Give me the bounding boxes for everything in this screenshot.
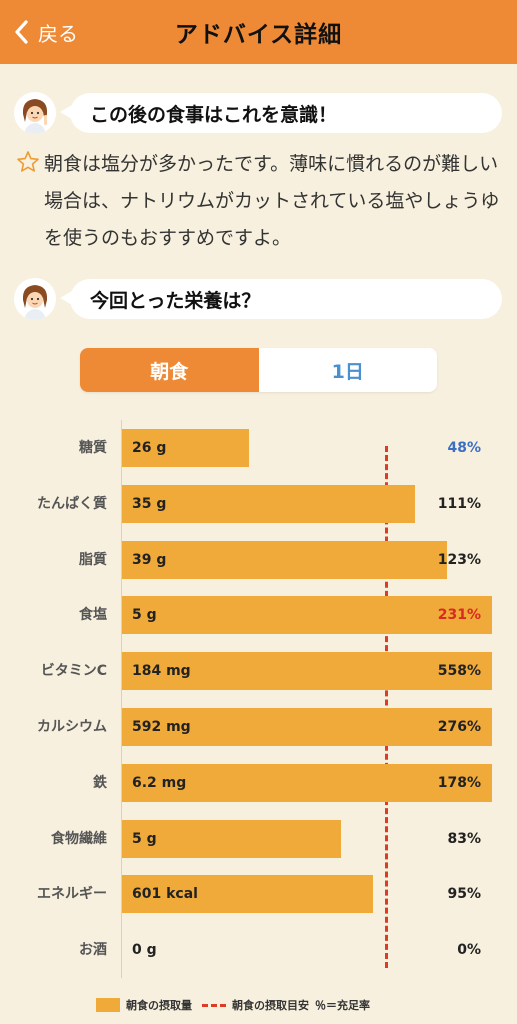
intake-bar: [122, 652, 492, 691]
intake-value: 39 g: [132, 551, 167, 568]
nutrient-label: カルシウム: [37, 719, 107, 735]
advisor-avatar: [14, 92, 56, 134]
intake-value: 26 g: [132, 440, 167, 456]
intake-value: 0 g: [132, 942, 157, 959]
tab-breakfast[interactable]: 朝食: [80, 348, 259, 392]
nutrient-label: ビタミンC: [40, 663, 107, 680]
intake-value: 592 mg: [132, 719, 191, 735]
advice-block: 朝食は塩分が多かったです。薄味に慣れるのが難しい場合は、ナトリウムがカットされて…: [16, 146, 506, 257]
fulfillment-percent: 558%: [437, 663, 481, 680]
app-header: 戻る アドバイス詳細: [0, 0, 517, 64]
page-title: アドバイス詳細: [174, 22, 343, 48]
fulfillment-percent: 83%: [447, 830, 481, 847]
chart-row: 脂質 39 g 123%: [0, 540, 517, 579]
intake-value: 5 g: [132, 607, 157, 624]
chart-legend: 朝食の摂取量 朝食の摂取目安 ％＝充足率: [96, 996, 370, 1014]
target-line: [385, 446, 388, 968]
nutrition-bar-chart: 糖質 26 g 48% たんぱく質 35 g 111% 脂質 39 g 123% 食塩 5 g 231…: [0, 420, 517, 980]
tab-day[interactable]: 1日: [258, 348, 437, 392]
intake-bar: [122, 763, 492, 802]
chart-row: ビタミンC 184 mg 558%: [0, 652, 517, 691]
legend-intake-swatch: [96, 998, 120, 1012]
nutrient-label: 食塩: [79, 607, 107, 624]
legend-target-dash: [202, 1003, 226, 1007]
intake-value: 5 g: [132, 830, 157, 847]
intake-value: 184 mg: [132, 663, 191, 680]
fulfillment-percent: 111%: [437, 495, 481, 512]
chart-row: たんぱく質 35 g 111%: [0, 484, 517, 523]
nutrient-label: 脂質: [79, 551, 107, 568]
chart-row: カルシウム 592 mg 276%: [0, 708, 517, 746]
advisor-avatar: [14, 278, 56, 320]
intake-bar: [122, 819, 342, 858]
fulfillment-percent: 231%: [437, 607, 481, 624]
fulfillment-percent: 95%: [447, 886, 481, 903]
intake-bar: [122, 484, 416, 523]
chart-row: 糖質 26 g 48%: [0, 429, 517, 467]
nutrient-label: 食物繊維: [51, 830, 107, 847]
star-icon: [17, 151, 39, 172]
intake-bar: [122, 596, 492, 635]
advisor-face-icon: [14, 92, 56, 134]
fulfillment-percent: 276%: [437, 719, 481, 735]
legend-intake-label: 朝食の摂取量: [126, 999, 192, 1012]
intake-value: 6.2 mg: [132, 774, 187, 791]
intake-bar: [122, 540, 447, 579]
intake-value: 601 kcal: [132, 886, 198, 903]
advice-heading-bubble: この後の食事はこれを意識！: [60, 93, 502, 133]
chart-axis-line: [121, 420, 122, 978]
fulfillment-percent: 178%: [437, 774, 481, 791]
advisor-row-nutrition: 今回とった栄養は？: [14, 278, 502, 320]
chart-row: 食塩 5 g 231%: [0, 596, 517, 635]
back-button[interactable]: 戻る: [12, 0, 78, 64]
chart-row: 食物繊維 5 g 83%: [0, 819, 517, 858]
nutrient-label: お酒: [79, 942, 107, 959]
intake-bar: [122, 429, 249, 467]
period-tabs: 朝食 1日: [80, 348, 437, 392]
legend-target-label: 朝食の摂取目安: [232, 999, 309, 1012]
intake-value: 35 g: [132, 495, 167, 512]
chevron-left-icon: [15, 20, 28, 44]
chart-row: エネルギー 601 kcal 95%: [0, 875, 517, 914]
intake-bar: [122, 708, 492, 746]
nutrient-label: エネルギー: [37, 886, 107, 903]
intake-bar: [122, 875, 373, 914]
nutrient-label: 鉄: [93, 774, 107, 791]
nutrient-label: たんぱく質: [37, 495, 107, 512]
legend-note: ％＝充足率: [315, 999, 370, 1012]
advisor-row-advice: この後の食事はこれを意識！: [14, 92, 502, 134]
advisor-face-icon: [14, 278, 56, 320]
fulfillment-percent: 123%: [437, 551, 481, 568]
nutrient-label: 糖質: [79, 440, 107, 456]
nutrition-heading-bubble: 今回とった栄養は？: [60, 279, 502, 319]
chart-row: 鉄 6.2 mg 178%: [0, 763, 517, 802]
fulfillment-percent: 0%: [457, 942, 481, 959]
advice-text: 朝食は塩分が多かったです。薄味に慣れるのが難しい場合は、ナトリウムがカットされて…: [44, 153, 500, 249]
fulfillment-percent: 48%: [447, 440, 481, 456]
chart-row: お酒 0 g 0%: [0, 931, 517, 969]
back-label: 戻る: [38, 21, 78, 46]
